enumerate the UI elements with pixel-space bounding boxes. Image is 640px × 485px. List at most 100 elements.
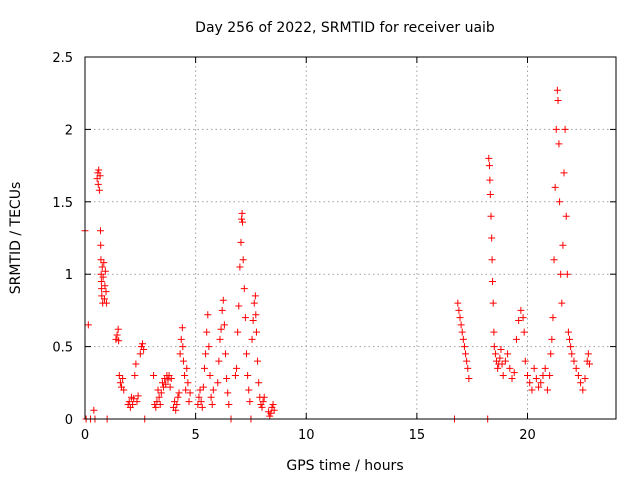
data-point-plus: [162, 380, 170, 388]
data-point-plus: [173, 401, 181, 409]
data-point-plus: [563, 270, 571, 278]
data-point-plus: [249, 317, 257, 325]
data-point-plus: [458, 328, 466, 336]
data-point-plus: [251, 292, 259, 300]
data-point-plus: [196, 386, 204, 394]
data-point-plus: [90, 406, 98, 414]
data-point-plus: [139, 340, 147, 348]
data-point-plus: [562, 212, 570, 220]
data-point-plus: [455, 306, 463, 314]
data-point-plus: [129, 401, 137, 409]
data-point-plus: [93, 175, 101, 183]
x-tick-label: 5: [191, 428, 199, 443]
data-point-plus: [101, 282, 109, 290]
data-point-plus: [501, 357, 509, 365]
x-tick-label: 20: [519, 428, 536, 443]
data-point-plus: [520, 328, 528, 336]
data-point-plus: [499, 372, 507, 380]
data-point-plus: [98, 285, 106, 293]
data-point-plus: [252, 311, 260, 319]
data-point-plus: [131, 372, 139, 380]
data-point-plus: [488, 234, 496, 242]
data-point-plus: [132, 360, 140, 368]
data-point-plus: [547, 350, 555, 358]
data-point-plus: [515, 317, 523, 325]
data-point-plus: [517, 306, 525, 314]
data-point-plus: [95, 186, 103, 194]
data-point-plus: [548, 335, 556, 343]
data-point-plus: [551, 183, 559, 191]
data-points: [81, 86, 593, 423]
data-point-plus: [218, 306, 226, 314]
data-point-plus: [113, 331, 121, 339]
data-point-plus: [250, 299, 258, 307]
data-point-plus: [554, 96, 562, 104]
data-point-plus: [489, 277, 497, 285]
data-point-plus: [561, 125, 569, 133]
x-tick-label: 0: [81, 428, 89, 443]
data-point-plus: [223, 374, 231, 382]
data-point-plus: [243, 350, 251, 358]
data-point-plus: [217, 325, 225, 333]
data-point-plus: [553, 86, 561, 94]
data-point-plus: [564, 328, 572, 336]
data-point-plus: [96, 227, 104, 235]
data-point-plus: [183, 364, 191, 372]
data-point-plus: [184, 379, 192, 387]
data-point-plus: [157, 389, 165, 397]
y-tick-label: 0.5: [52, 341, 73, 356]
data-point-plus: [99, 273, 107, 281]
data-point-plus: [490, 328, 498, 336]
data-point-plus: [100, 295, 108, 303]
data-point-plus: [490, 343, 498, 351]
data-point-plus: [102, 299, 110, 307]
data-point-plus: [485, 162, 493, 170]
data-point-plus: [150, 372, 158, 380]
data-point-plus: [136, 350, 144, 358]
data-point-plus: [512, 335, 520, 343]
data-point-plus: [246, 398, 254, 406]
data-point-plus: [186, 389, 194, 397]
data-point-plus: [558, 299, 566, 307]
data-point-plus: [260, 393, 268, 401]
data-point-plus: [255, 379, 263, 387]
data-point-plus: [133, 398, 141, 406]
data-point-plus: [579, 386, 587, 394]
data-point-plus: [245, 386, 253, 394]
data-point-plus: [494, 364, 502, 372]
data-point-plus: [459, 335, 467, 343]
data-point-plus: [252, 328, 260, 336]
data-point-plus: [244, 372, 252, 380]
data-point-plus: [549, 314, 557, 322]
data-point-plus: [115, 372, 123, 380]
data-point-plus: [179, 357, 187, 365]
data-point-plus: [487, 212, 495, 220]
data-point-plus: [239, 218, 247, 226]
data-point-plus: [236, 263, 244, 271]
data-point-plus: [174, 393, 182, 401]
data-point-plus: [460, 343, 468, 351]
data-point-plus: [114, 325, 122, 333]
y-tick-label: 2.5: [52, 51, 73, 66]
data-point-plus: [572, 364, 580, 372]
data-point-plus: [269, 401, 277, 409]
data-point-plus: [248, 335, 256, 343]
data-point-plus: [214, 379, 222, 387]
grid-lines: [85, 57, 616, 419]
data-point-plus: [116, 379, 124, 387]
data-point-plus: [526, 379, 534, 387]
data-point-plus: [539, 372, 547, 380]
data-point-plus: [486, 191, 494, 199]
data-point-plus: [119, 374, 127, 382]
data-point-plus: [489, 299, 497, 307]
data-point-plus: [568, 350, 576, 358]
data-point-plus: [238, 209, 246, 217]
data-point-plus: [205, 343, 213, 351]
data-point-plus: [556, 198, 564, 206]
data-point-plus: [497, 345, 505, 353]
data-point-plus: [97, 277, 105, 285]
data-point-plus: [258, 403, 266, 411]
data-point-plus: [95, 166, 103, 174]
data-point-plus: [224, 389, 232, 397]
